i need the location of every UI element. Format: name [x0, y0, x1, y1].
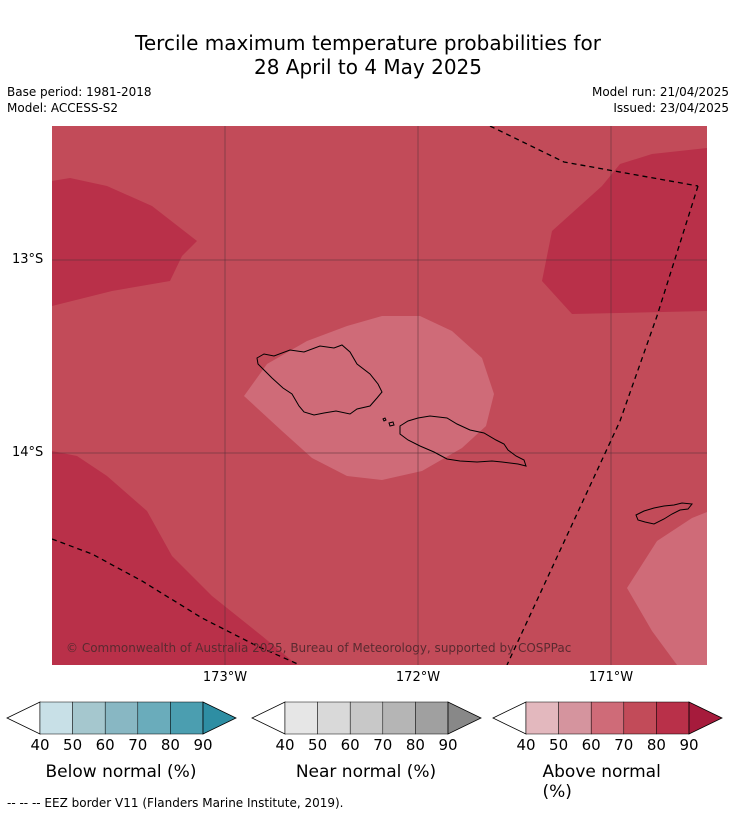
- map-title-line2: 28 April to 4 May 2025: [254, 55, 482, 79]
- colorbar-above-tick: 60: [581, 736, 601, 754]
- colorbar-below-upper-arrow: [202, 701, 237, 735]
- colorbar-below-tick: 40: [30, 736, 50, 754]
- colorbar-near-lower-arrow: [251, 701, 286, 735]
- colorbar-near-segment: [284, 701, 318, 735]
- colorbar-above-segment: [590, 701, 625, 735]
- colorbar-above-segment: [558, 701, 592, 735]
- colorbar-near-label: Near normal (%): [295, 762, 437, 782]
- lon-label-171w: 171°W: [588, 670, 634, 685]
- eez-border-north: [489, 126, 699, 187]
- region-80-southwest: [52, 451, 297, 665]
- colorbar-above-tick: 50: [549, 736, 569, 754]
- colorbar-above-tick: 40: [516, 736, 536, 754]
- lat-label-13s: 13°S: [12, 252, 44, 267]
- colorbar-below-tick: 70: [128, 736, 148, 754]
- colorbar-below-tick: 90: [193, 736, 213, 754]
- colorbar-near-segment: [382, 701, 416, 735]
- base-period: Base period: 1981-2018: [7, 85, 152, 99]
- colorbar-near-segment: [317, 701, 351, 735]
- colorbar-near-tick: 40: [275, 736, 295, 754]
- region-60-southeast: [627, 512, 707, 665]
- colorbar-near-tick: 50: [308, 736, 328, 754]
- colorbar-near-segment: [415, 701, 449, 735]
- colorbar-above-segment: [525, 701, 559, 735]
- model-name: Model: ACCESS-S2: [7, 101, 119, 115]
- graticule: [52, 126, 707, 665]
- islet-apolima: [382, 417, 387, 422]
- island-tutuila: [635, 502, 693, 525]
- map-title: Tercile maximum temperature probabilitie…: [0, 31, 736, 79]
- probability-map: [52, 126, 707, 665]
- island-savaii: [256, 344, 383, 416]
- colorbar-near-upper-arrow: [447, 701, 482, 735]
- colorbar-below-segment: [72, 701, 106, 735]
- eez-footnote: -- -- -- EEZ border V11 (Flanders Marine…: [7, 796, 344, 810]
- colorbar-near: [251, 701, 482, 735]
- colorbar-near-tick: 60: [340, 736, 360, 754]
- colorbar-below-segment: [104, 701, 139, 735]
- lon-label-173w: 173°W: [202, 670, 248, 685]
- colorbar-above-lower-arrow: [492, 701, 527, 735]
- region-60-samoa: [244, 316, 494, 480]
- meta-right: Model run: 21/04/2025 Issued: 23/04/2025: [592, 84, 729, 116]
- colorbars: [6, 701, 723, 735]
- model-run: Model run: 21/04/2025: [591, 85, 729, 99]
- islands: [256, 344, 693, 525]
- eez-border-east: [506, 185, 699, 665]
- colorbar-above-label: Above normal (%): [542, 762, 661, 802]
- island-upolu: [399, 415, 527, 467]
- colorbar-near-segment: [349, 701, 384, 735]
- lon-label-172w: 172°W: [395, 670, 441, 685]
- region-80-northwest: [52, 178, 197, 306]
- colorbar-near-tick: 90: [438, 736, 458, 754]
- eez-borders: [52, 126, 699, 665]
- lat-label-14s: 14°S: [12, 445, 44, 460]
- colorbar-below-tick: 50: [63, 736, 83, 754]
- colorbar-below-segment: [170, 701, 204, 735]
- colorbar-below-tick: 80: [160, 736, 180, 754]
- colorbar-near-tick: 70: [373, 736, 393, 754]
- colorbar-above-upper-arrow: [688, 701, 723, 735]
- region-80-northeast: [542, 148, 707, 314]
- copyright-notice: © Commonwealth of Australia 2025, Bureau…: [66, 641, 572, 655]
- issued-date: Issued: 23/04/2025: [613, 101, 729, 115]
- islet-manono: [388, 421, 395, 427]
- colorbar-below-segment: [39, 701, 73, 735]
- colorbar-above-tick: 90: [679, 736, 699, 754]
- colorbar-below-label: Below normal (%): [45, 762, 197, 782]
- map-title-line1: Tercile maximum temperature probabilitie…: [135, 31, 601, 55]
- colorbar-above-segment: [623, 701, 657, 735]
- colorbar-below-lower-arrow: [6, 701, 41, 735]
- colorbar-above-tick: 80: [646, 736, 666, 754]
- colorbar-above-segment: [656, 701, 690, 735]
- colorbar-below: [6, 701, 237, 735]
- colorbar-above: [492, 701, 723, 735]
- colorbar-above-tick: 70: [614, 736, 634, 754]
- colorbar-below-tick: 60: [95, 736, 115, 754]
- colorbar-below-segment: [137, 701, 171, 735]
- colorbar-near-tick: 80: [405, 736, 425, 754]
- meta-left: Base period: 1981-2018 Model: ACCESS-S2: [7, 84, 152, 116]
